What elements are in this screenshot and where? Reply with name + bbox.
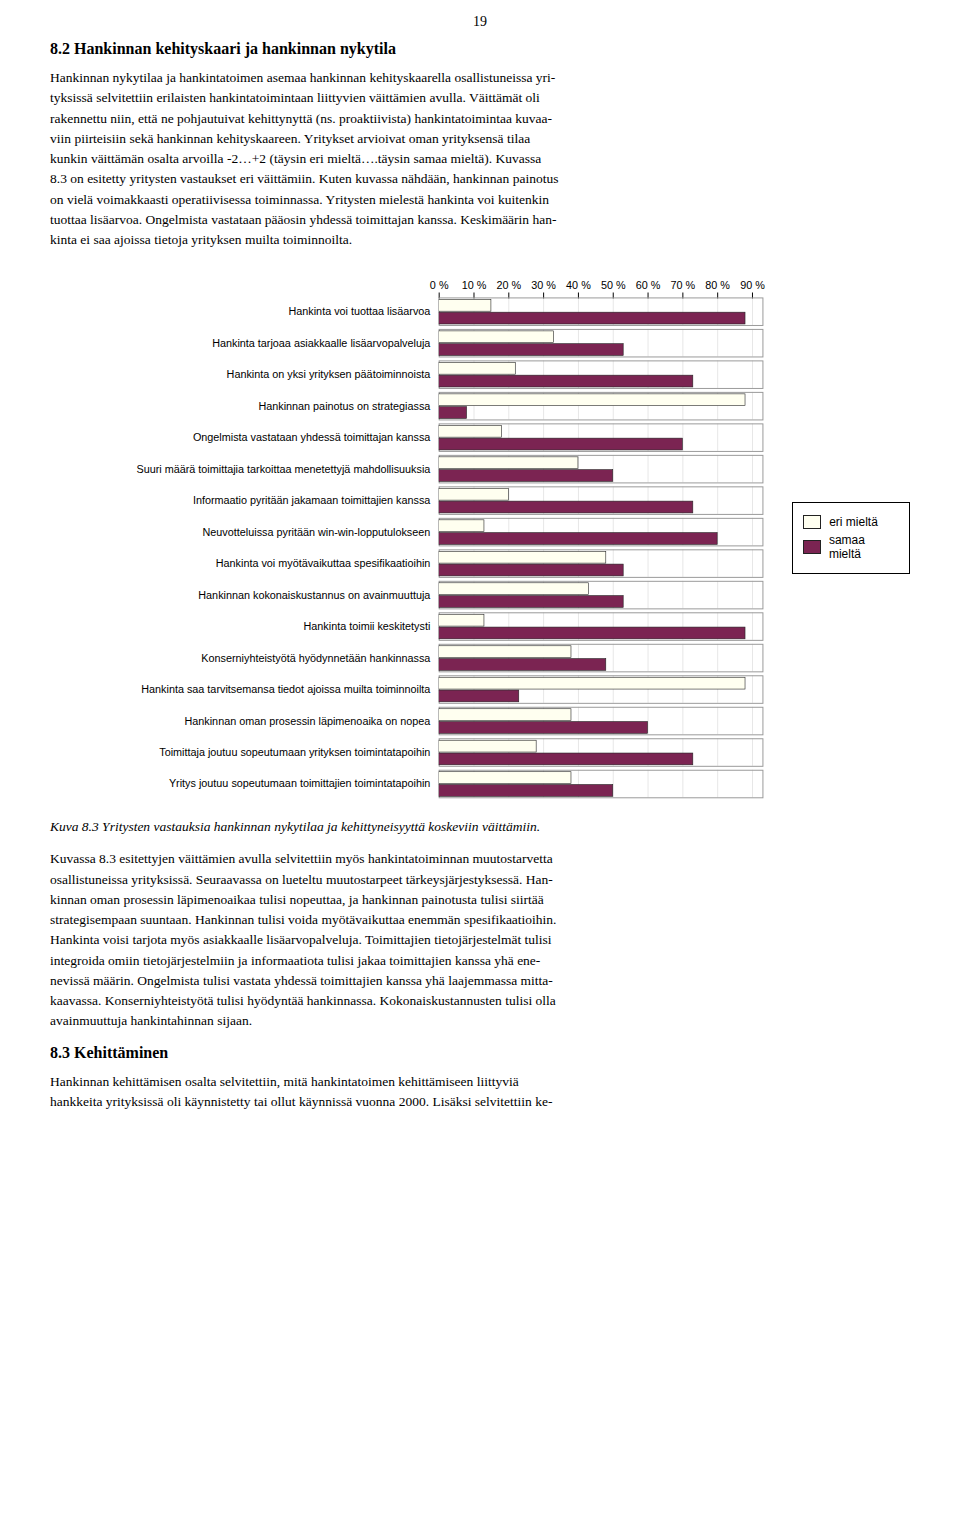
svg-text:50 %: 50 % — [601, 279, 626, 291]
svg-text:60 %: 60 % — [636, 279, 661, 291]
html-text:8.2 Hankinnan kehityskaari ja: 8.2 Hankinnan kehityskaari ja hankinnan … — [50, 40, 396, 57]
svg-text:Hankinta voi tuottaa lisäarvoa: Hankinta voi tuottaa lisäarvoa — [288, 305, 431, 317]
html-text:samaa mieltä: samaa mieltä — [828, 532, 865, 561]
html-text:8.3 Kehittäminen: 8.3 Kehittäminen — [50, 1043, 169, 1061]
svg-text:80 %: 80 % — [705, 279, 730, 291]
svg-text:Hankinnan kokonaiskustannus on: Hankinnan kokonaiskustannus on avainmuut… — [198, 589, 431, 601]
svg-text:20 %: 20 % — [496, 279, 521, 291]
html-text:eri mieltä: eri mieltä — [829, 514, 878, 529]
svg-text:10 %: 10 % — [462, 279, 487, 291]
svg-text:Suuri määrä toimittajia tarkoi: Suuri määrä toimittajia tarkoittaa menet… — [136, 463, 431, 475]
svg-text:70 %: 70 % — [671, 279, 696, 291]
svg-text:Ongelmista vastataan yhdessä t: Ongelmista vastataan yhdessä toimittajan… — [193, 431, 431, 443]
svg-text:Hankinta tarjoaa asiakkaalle l: Hankinta tarjoaa asiakkaalle lisäarvopal… — [212, 337, 431, 349]
svg-text:90 %: 90 % — [740, 279, 765, 291]
svg-text:Hankinnan painotus on strategi: Hankinnan painotus on strategiassa — [258, 400, 431, 412]
html-text:Hankinnan nykytilaa ja hankint: Hankinnan nykytilaa ja hankintatoimen as… — [50, 70, 559, 247]
svg-text:Informaatio pyritään jakamaan: Informaatio pyritään jakamaan toimittaji… — [193, 494, 431, 506]
html-text:Kuvassa 8.3 esitettyjen väittä: Kuvassa 8.3 esitettyjen väittämien avull… — [50, 851, 557, 1029]
html-text:Hankinnan kehittämisen osalta: Hankinnan kehittämisen osalta selvitetti… — [50, 1073, 553, 1109]
html-text:Kuva 8.3 Yritysten vastauksia: Kuva 8.3 Yritysten vastauksia hankinnan … — [50, 819, 540, 835]
svg-text:Yritys joutuu sopeutumaan toim: Yritys joutuu sopeutumaan toimittajien t… — [169, 778, 430, 790]
html-text:19: 19 — [473, 14, 487, 29]
svg-text:30 %: 30 % — [531, 279, 556, 291]
svg-text:Konserniyhteistyötä hyödynnetä: Konserniyhteistyötä hyödynnetään hankinn… — [201, 652, 431, 664]
svg-text:Hankinta saa tarvitsemansa tie: Hankinta saa tarvitsemansa tiedot ajoiss… — [141, 683, 431, 695]
svg-text:Hankinnan oman prosessin läpim: Hankinnan oman prosessin läpimenoaika on… — [184, 715, 431, 727]
svg-text:Toimittaja joutuu sopeutumaan: Toimittaja joutuu sopeutumaan yrityksen … — [159, 746, 430, 758]
svg-text:40 %: 40 % — [566, 279, 591, 291]
svg-text:Hankinta voi myötävaikuttaa sp: Hankinta voi myötävaikuttaa spesifikaati… — [216, 557, 431, 569]
svg-text:Hankinta toimii keskitetysti: Hankinta toimii keskitetysti — [304, 620, 431, 632]
svg-text:Hankinta on yksi yrityksen pää: Hankinta on yksi yrityksen päätoiminnois… — [227, 368, 432, 380]
svg-text:Neuvotteluissa pyritään win-wi: Neuvotteluissa pyritään win-win-lopputul… — [203, 526, 431, 538]
svg-text:0 %: 0 % — [430, 279, 449, 291]
